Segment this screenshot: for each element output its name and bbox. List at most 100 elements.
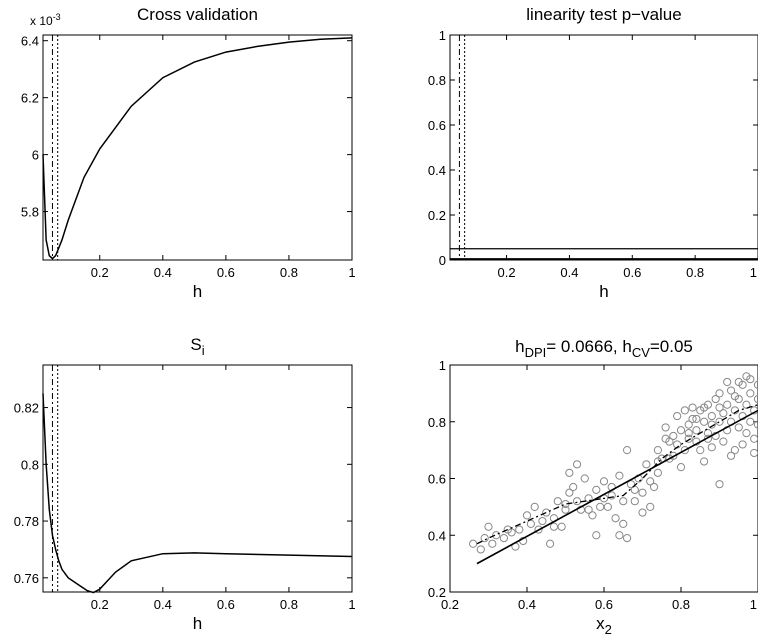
data-point [719, 437, 728, 446]
x-axis-label: x2 [596, 614, 612, 637]
data-point [638, 488, 647, 497]
data-point [615, 531, 624, 540]
data-point [734, 377, 743, 387]
data-point [538, 516, 547, 526]
data-point [680, 446, 689, 455]
data-point [592, 485, 601, 494]
data-point [726, 451, 736, 460]
data-point [750, 434, 758, 443]
data-point [734, 423, 743, 432]
axes-box [449, 34, 758, 261]
data-point [719, 409, 728, 418]
data-point [565, 488, 574, 497]
data-point [526, 519, 535, 529]
data-point [742, 372, 751, 381]
data-point [607, 491, 616, 500]
data-point [707, 411, 716, 421]
data-point [692, 426, 701, 435]
data-point [565, 468, 574, 477]
data-point [534, 525, 543, 534]
data-point [711, 394, 720, 404]
x-tick-label: 0.2 [498, 265, 516, 280]
y-tick-label: 0.2 [428, 208, 446, 223]
data-point [715, 403, 724, 412]
data-point [676, 463, 686, 472]
data-point [746, 389, 755, 398]
x-tick-label: 0.4 [154, 265, 172, 280]
y-tick-label: 0.8 [428, 73, 446, 88]
y-tick-label: 6.4 [21, 34, 39, 49]
data-point [546, 539, 555, 548]
data-point [680, 406, 689, 415]
data-point [619, 497, 628, 506]
x-tick-label: 0.8 [280, 265, 298, 280]
series-line [42, 37, 353, 260]
y-tick-label: 5.8 [21, 205, 39, 220]
y-tick-label: 6.2 [21, 91, 39, 106]
data-point [638, 508, 647, 517]
data-point [742, 400, 751, 409]
data-point [661, 423, 670, 432]
x-tick-label: 1 [750, 597, 757, 612]
data-point [603, 502, 612, 511]
data-point [530, 502, 539, 511]
x-axis-label: h [193, 614, 202, 633]
local-fit-line [476, 404, 758, 545]
data-point [596, 502, 605, 511]
data-point [646, 502, 655, 511]
data-point [499, 533, 508, 543]
chart-title: hDPI= 0.0666, hCV=0.05 [515, 337, 693, 360]
x-axis-label: h [193, 282, 202, 301]
data-point [723, 400, 732, 409]
data-point [469, 539, 478, 548]
data-point [688, 414, 697, 424]
data-point [700, 457, 709, 466]
x-tick-label: 0.2 [91, 265, 109, 280]
data-point [515, 525, 524, 534]
panel-cross-validation: 0.2 0.4 0.6 0.8 1 5.8 6 6.2 6.4 x 10-3 Cross valid… [21, 5, 356, 301]
linear-fit-line [476, 409, 758, 565]
data-point [484, 522, 493, 531]
data-point [661, 434, 670, 443]
chart-title: linearity test p−value [526, 5, 681, 24]
panel-scatter: 0.2 0.4 0.6 0.8 1 0.2 0.4 0.6 0.8 1 hDPI= 0.0666, … [428, 337, 758, 637]
data-point [723, 377, 732, 387]
panel-si: 0.2 0.4 0.6 0.8 1 0.76 0.78 0.8 0.82 Si h [14, 335, 356, 633]
y-tick-label: 6 [32, 148, 39, 163]
y-tick-label: 0.82 [14, 401, 39, 416]
chart-title: Si [190, 335, 204, 358]
y-tick-label: 0.4 [428, 163, 446, 178]
data-point [646, 477, 655, 486]
data-point [703, 429, 713, 438]
data-point [542, 508, 551, 517]
data-point [580, 474, 589, 483]
data-point [688, 403, 697, 412]
y-tick-label: 0.78 [14, 514, 39, 529]
data-point [703, 400, 713, 409]
y-tick-label: 0.8 [428, 415, 446, 430]
data-point [572, 460, 582, 469]
panel-linearity-test: 0.2 0.4 0.6 0.8 1 0 0.2 0.4 0.6 0.8 1 linearity tes… [428, 5, 758, 301]
data-point [653, 468, 663, 477]
x-tick-label: 0.8 [672, 597, 690, 612]
data-point [746, 417, 755, 426]
data-point [676, 426, 686, 435]
x-tick-label: 0.4 [154, 597, 172, 612]
data-point [669, 431, 678, 441]
data-point [730, 392, 740, 401]
y-tick-label: 0.8 [21, 457, 39, 472]
data-point [522, 511, 532, 520]
data-point [684, 420, 693, 429]
y-multiplier-label: x 10-3 [30, 12, 61, 28]
data-point [503, 525, 512, 534]
data-point [700, 417, 709, 426]
x-tick-label: 0.6 [623, 265, 641, 280]
x-tick-label: 1 [348, 265, 355, 280]
data-point [569, 482, 578, 492]
data-point [623, 446, 632, 455]
data-point [696, 446, 705, 455]
data-point [476, 545, 485, 554]
data-point [715, 480, 724, 489]
x-axis-label: h [599, 282, 608, 301]
